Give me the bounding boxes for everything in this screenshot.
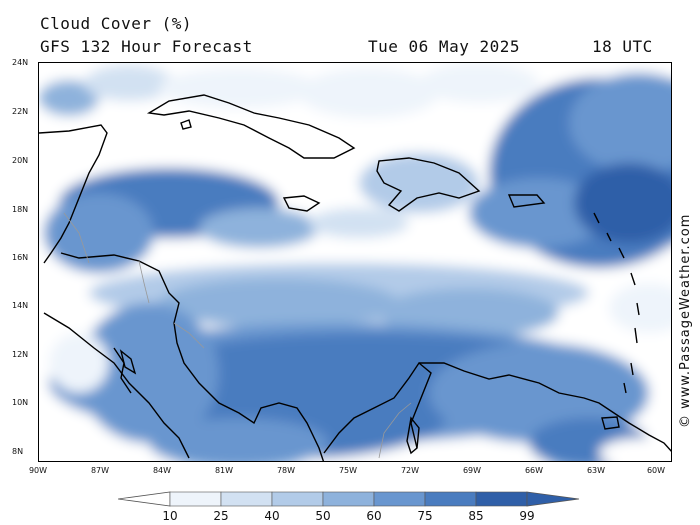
lon-label-75w: 75W [338, 466, 358, 475]
legend-swatch [169, 491, 222, 507]
watermark-text: © www.PassageWeather.com [678, 213, 693, 428]
legend-label: 40 [264, 509, 280, 523]
legend-arrow-low [118, 491, 171, 507]
legend-label: 25 [213, 509, 229, 523]
lon-label-81w: 81W [214, 466, 234, 475]
lat-label-18n: 18N [12, 205, 29, 214]
legend-label: 75 [417, 509, 433, 523]
coastlines [39, 94, 671, 461]
legend-swatch [220, 491, 273, 507]
lon-label-66w: 66W [524, 466, 544, 475]
lon-label-69w: 69W [462, 466, 482, 475]
lat-label-12n: 12N [12, 350, 29, 359]
lat-label-24n: 24N [12, 58, 29, 67]
legend-swatch [322, 491, 375, 507]
lon-label-72w: 72W [400, 466, 420, 475]
forecast-date: Tue 06 May 2025 [368, 37, 520, 56]
legend-swatch [424, 491, 477, 507]
lat-label-20n: 20N [12, 156, 29, 165]
lon-label-84w: 84W [152, 466, 172, 475]
lat-label-10n: 10N [12, 398, 29, 407]
cloud-field [39, 63, 671, 461]
legend-swatch [475, 491, 528, 507]
lat-label-16n: 16N [12, 253, 29, 262]
legend-label: 99 [519, 509, 535, 523]
lat-label-14n: 14N [12, 301, 29, 310]
lon-label-87w: 87W [90, 466, 110, 475]
legend-swatch [373, 491, 426, 507]
legend-swatch [271, 491, 324, 507]
legend-arrow-high [526, 491, 580, 507]
legend-label: 60 [366, 509, 382, 523]
cloud-cover-map [38, 62, 672, 462]
legend-label: 85 [468, 509, 484, 523]
lon-label-63w: 63W [586, 466, 606, 475]
political-borders [63, 212, 412, 459]
lat-label-22n: 22N [12, 107, 29, 116]
forecast-label: GFS 132 Hour Forecast [40, 37, 253, 56]
color-legend [118, 491, 580, 507]
lon-label-90w: 90W [28, 466, 48, 475]
forecast-time: 18 UTC [592, 37, 653, 56]
map-title: Cloud Cover (%) [40, 14, 192, 33]
lon-label-60w: 60W [646, 466, 666, 475]
legend-label: 10 [162, 509, 178, 523]
map-canvas [39, 63, 671, 461]
lat-label-8n: 8N [12, 447, 24, 456]
legend-label: 50 [315, 509, 331, 523]
lon-label-78w: 78W [276, 466, 296, 475]
